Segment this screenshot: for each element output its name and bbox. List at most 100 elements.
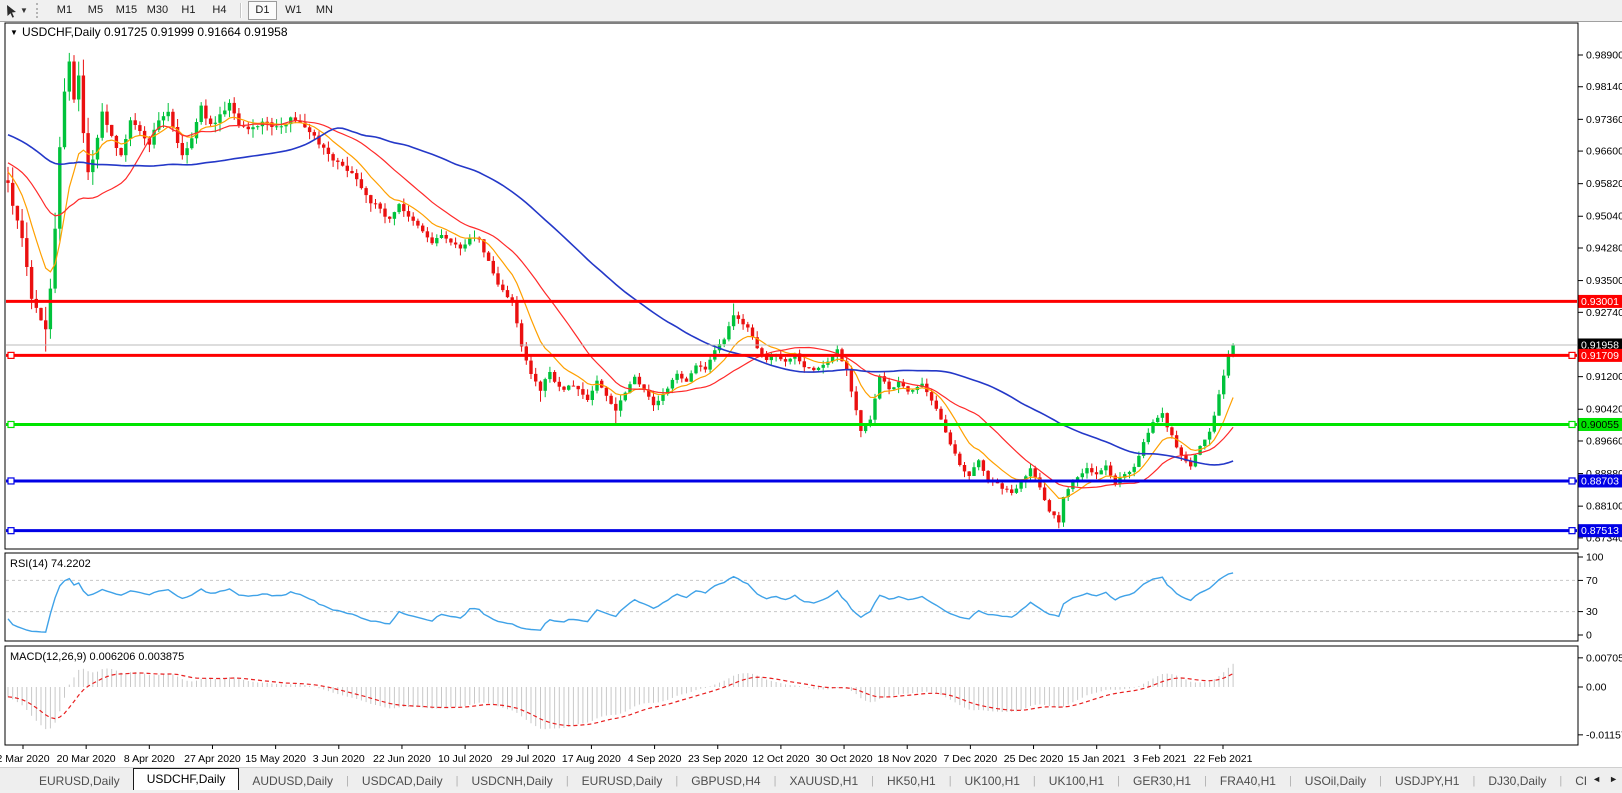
ma-fast-line	[7, 116, 1234, 500]
line-drag-handle[interactable]	[1568, 527, 1576, 535]
macd-pane[interactable]	[4, 645, 1579, 746]
line-drag-handle[interactable]	[7, 477, 15, 485]
timeframe-button-h4[interactable]: H4	[212, 4, 227, 16]
symbol-tab-dj30-daily[interactable]: DJ30,Daily	[1488, 774, 1547, 788]
tab-divider: |	[1032, 775, 1036, 787]
level-price-label-text: 0.87513	[1581, 525, 1619, 537]
level-price-label	[1578, 417, 1622, 431]
line-drag-handle[interactable]	[1568, 420, 1576, 429]
toolbar-grip[interactable]	[35, 3, 42, 18]
date-tick-label: 17 Aug 2020	[562, 753, 621, 765]
date-tick-label: 8 Apr 2020	[124, 753, 175, 765]
level-price-label	[1578, 524, 1622, 538]
timeframe-button-m1[interactable]: M1	[56, 4, 73, 16]
chart-title: USDCHF,Daily 0.91725 0.91999 0.91664 0.9…	[22, 25, 288, 39]
macd-signal-line	[7, 672, 1234, 727]
symbol-tab-ger30-h1[interactable]: GER30,H1	[1133, 774, 1192, 788]
rsi-line	[7, 572, 1234, 633]
date-tick-label: 22 Jun 2020	[373, 753, 431, 765]
cursor-icon	[7, 4, 16, 18]
bid-price-label-text: 0.91958	[1581, 339, 1619, 351]
level-price-label	[1578, 294, 1622, 308]
symbol-tab-usdcnh-daily[interactable]: USDCNH,Daily	[471, 774, 553, 788]
tab-scroll-right-icon[interactable]: ►	[1609, 774, 1618, 784]
timeframe-button-d1[interactable]: D1	[247, 1, 277, 20]
date-tick-label: 10 Jul 2020	[438, 753, 492, 765]
timeframe-button-m5[interactable]: M5	[87, 4, 104, 16]
tab-divider: |	[565, 775, 569, 787]
symbol-tab-usdchf-daily[interactable]: USDCHF,Daily	[132, 768, 240, 790]
symbol-tab-hk50-h1[interactable]: HK50,H1	[886, 774, 936, 788]
line-drag-handle[interactable]	[1568, 351, 1576, 359]
symbol-tab-eurusd-daily[interactable]: EURUSD,Daily	[39, 774, 120, 788]
price-tick-label: 0.95820	[1586, 178, 1622, 190]
level-price-label-text: 0.90055	[1581, 419, 1619, 431]
tab-divider: |	[346, 775, 349, 787]
timeframe-button-mn[interactable]: MN	[315, 4, 333, 16]
date-tick-label: 15 Jan 2021	[1068, 753, 1126, 765]
symbol-tab-usoil-daily[interactable]: USOil,Daily	[1304, 774, 1367, 788]
date-tick-label: 30 Oct 2020	[815, 753, 872, 765]
timeframe-button-h1[interactable]: H1	[181, 4, 196, 16]
date-tick-label: 7 Dec 2020	[944, 753, 998, 765]
macd-histogram	[7, 663, 1234, 730]
rsi-tick-label: 100	[1586, 552, 1604, 564]
symbol-tab-usdcad-daily[interactable]: USDCAD,Daily	[361, 774, 443, 788]
tab-divider: |	[1204, 775, 1207, 787]
main-price-pane[interactable]	[4, 22, 1579, 550]
line-drag-handle[interactable]	[7, 527, 15, 535]
timeframe-button-m15[interactable]: M15	[115, 4, 138, 16]
date-tick-label: 12 Oct 2020	[752, 753, 809, 765]
symbol-tab-gbpusd-h4[interactable]: GBPUSD,H4	[691, 774, 761, 788]
tab-divider: |	[773, 775, 777, 787]
ma-slow-line	[7, 127, 1234, 466]
price-tick-label: 0.94280	[1586, 242, 1622, 254]
date-tick-label: 29 Jul 2020	[501, 753, 555, 765]
chevron-down-icon: ▼	[20, 6, 28, 15]
line-drag-handle[interactable]	[1568, 477, 1576, 485]
price-tick-label: 0.97360	[1586, 114, 1622, 126]
bid-price-label	[1578, 338, 1622, 352]
line-drag-handle[interactable]	[7, 420, 15, 429]
rsi-indicator-label: RSI(14) 74.2202	[10, 558, 91, 570]
price-tick-label: 0.92740	[1586, 307, 1622, 319]
symbol-tab-eurusd-daily[interactable]: EURUSD,Daily	[581, 774, 663, 788]
price-tick-label: 0.93500	[1586, 275, 1622, 287]
price-axis: 0.98900 0.98140 0.97360 0.96600 0.95820 0.950…	[1578, 50, 1622, 741]
toolbar-separator	[239, 3, 242, 18]
ma-mid-line	[7, 119, 1234, 489]
tab-divider: |	[1379, 775, 1382, 787]
timeframe-button-w1[interactable]: W1	[285, 4, 302, 16]
symbol-tab-xauusd-h1[interactable]: XAUUSD,H1	[789, 774, 859, 788]
tab-scroll-left-icon[interactable]: ◄	[1592, 774, 1602, 784]
rsi-tick-label: 0	[1586, 630, 1592, 642]
price-tick-label: 0.91200	[1586, 371, 1622, 383]
date-tick-label: 18 Nov 2020	[877, 753, 937, 765]
price-tick-label: 0.88100	[1586, 501, 1622, 513]
date-tick-label: 27 Apr 2020	[184, 753, 241, 765]
tab-divider: |	[675, 775, 679, 787]
time-axis: 2 Mar 2020 20 Mar 2020 8 Apr 2020 27 Apr 20…	[0, 745, 1253, 765]
level-price-label-text: 0.88703	[1581, 475, 1619, 487]
chart-area[interactable]: 0.98900 0.98140 0.97360 0.96600 0.95820 0.950…	[0, 22, 1622, 767]
symbol-tab-audusd-daily[interactable]: AUDUSD,Daily	[252, 774, 334, 788]
price-tick-label: 0.98900	[1586, 50, 1622, 62]
status-strip	[0, 790, 1622, 793]
timeframe-button-m30[interactable]: M30	[146, 4, 169, 16]
date-tick-label: 23 Sep 2020	[688, 753, 748, 765]
toolbar: ▼ M1 M5 M15 M30 H1 H4 D1 W1 MN	[0, 0, 1622, 22]
date-tick-label: 20 Mar 2020	[57, 753, 116, 765]
line-drag-handle[interactable]	[7, 351, 15, 359]
cursor-tool-button[interactable]: ▼	[2, 2, 31, 20]
level-price-label	[1578, 348, 1622, 362]
symbol-tab-uk100-h1[interactable]: UK100,H1	[964, 774, 1020, 788]
rsi-tick-label: 30	[1586, 606, 1598, 618]
date-tick-label: 3 Feb 2021	[1133, 753, 1186, 765]
one-click-trading-arrow-icon[interactable]: ▼	[10, 28, 18, 37]
symbol-tab-usdjpy-h1[interactable]: USDJPY,H1	[1395, 774, 1460, 788]
symbol-tab-uk100-h1[interactable]: UK100,H1	[1048, 774, 1105, 788]
symbol-tab-fra40-h1[interactable]: FRA40,H1	[1219, 774, 1276, 788]
price-tick-label: 0.95040	[1586, 211, 1622, 223]
tab-divider: |	[455, 775, 459, 787]
